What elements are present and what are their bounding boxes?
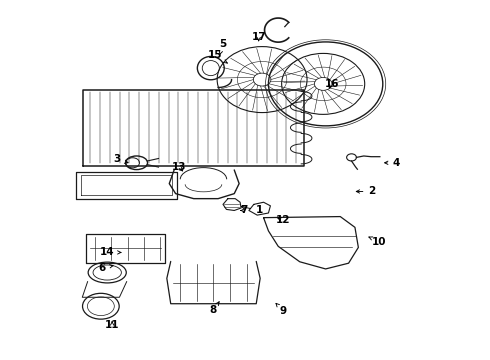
Text: 1: 1 (242, 206, 263, 216)
Text: 13: 13 (172, 162, 186, 172)
Text: 17: 17 (251, 32, 266, 42)
Text: 3: 3 (113, 154, 128, 164)
Text: 4: 4 (385, 158, 400, 168)
Text: 16: 16 (325, 79, 339, 89)
Text: 5: 5 (220, 40, 227, 55)
Text: 9: 9 (276, 303, 287, 316)
Text: 15: 15 (207, 50, 227, 63)
Text: 10: 10 (369, 237, 387, 247)
Text: 6: 6 (98, 263, 113, 273)
Text: 14: 14 (100, 247, 121, 257)
Text: 2: 2 (356, 186, 376, 197)
Text: 12: 12 (276, 215, 291, 225)
Text: 11: 11 (105, 320, 120, 330)
Text: 7: 7 (240, 206, 248, 216)
Text: 8: 8 (210, 302, 219, 315)
